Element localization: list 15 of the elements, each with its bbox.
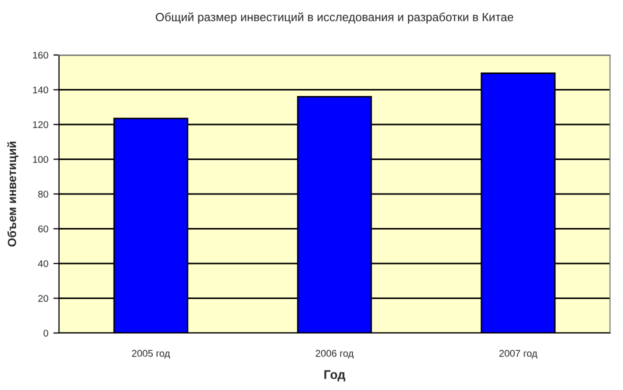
y-tick-label: 80 <box>38 190 48 198</box>
y-tick-label: 20 <box>38 294 48 302</box>
y-tick-label: 40 <box>38 260 48 268</box>
chart-title: Общий размер инвестиций в исследования и разработки в Китае <box>156 12 514 24</box>
x-axis-title: Год <box>324 370 346 382</box>
x-tick-label: 2006 год <box>316 350 354 359</box>
y-tick-label: 0 <box>44 330 48 337</box>
y-tick-label: 160 <box>33 52 48 59</box>
y-tick-label: 120 <box>33 121 48 128</box>
y-tick-label: 140 <box>33 86 48 94</box>
y-axis-title: Объем инветиций <box>7 142 18 247</box>
x-tick-label: 2005 год <box>132 350 170 359</box>
y-tick-label: 60 <box>38 225 48 232</box>
x-tick-label: 2007 год <box>499 350 538 359</box>
y-tick-label: 100 <box>33 156 48 163</box>
